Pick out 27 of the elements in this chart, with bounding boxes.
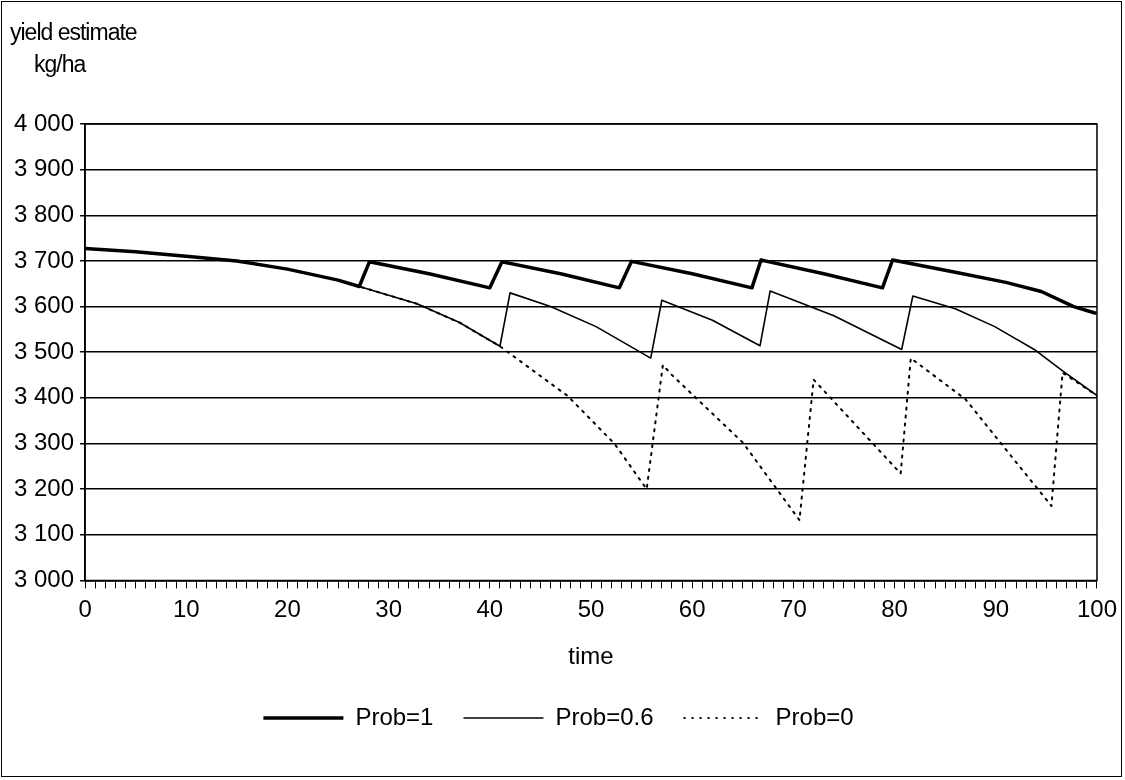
y-axis-title: yield estimate kg/ha (10, 18, 138, 79)
legend-label: Prob=0.6 (555, 702, 654, 730)
x-tick-label: 40 (476, 595, 504, 623)
legend-label: Prob=0 (775, 702, 854, 730)
y-tick-label: 3 000 (14, 565, 75, 593)
y-tick-label: 3 300 (14, 428, 75, 456)
legend-label: Prob=1 (355, 702, 434, 730)
x-tick-label: 50 (577, 595, 605, 623)
y-tick-label: 4 000 (14, 108, 75, 136)
x-tick-label: 30 (375, 595, 402, 623)
y-tick-label: 3 900 (14, 154, 75, 182)
x-tick-label: 0 (78, 595, 92, 623)
x-tick-label: 60 (678, 595, 706, 623)
x-tick-label: 100 (1076, 595, 1117, 623)
x-tick-label: 80 (881, 595, 908, 623)
y-tick-label: 3 500 (14, 336, 75, 364)
y-tick-label: 3 800 (14, 199, 75, 227)
y-tick-label: 3 200 (14, 473, 75, 501)
y-tick-label: 3 100 (14, 519, 75, 547)
x-tick-label: 70 (780, 595, 807, 623)
y-tick-label: 3 400 (14, 382, 75, 410)
x-axis-title: time (568, 642, 614, 670)
x-tick-label: 20 (274, 595, 301, 623)
y-tick-label: 3 700 (14, 245, 75, 273)
y-tick-label: 3 600 (14, 291, 75, 319)
x-tick-label: 10 (172, 595, 200, 623)
x-tick-label: 90 (982, 595, 1010, 623)
